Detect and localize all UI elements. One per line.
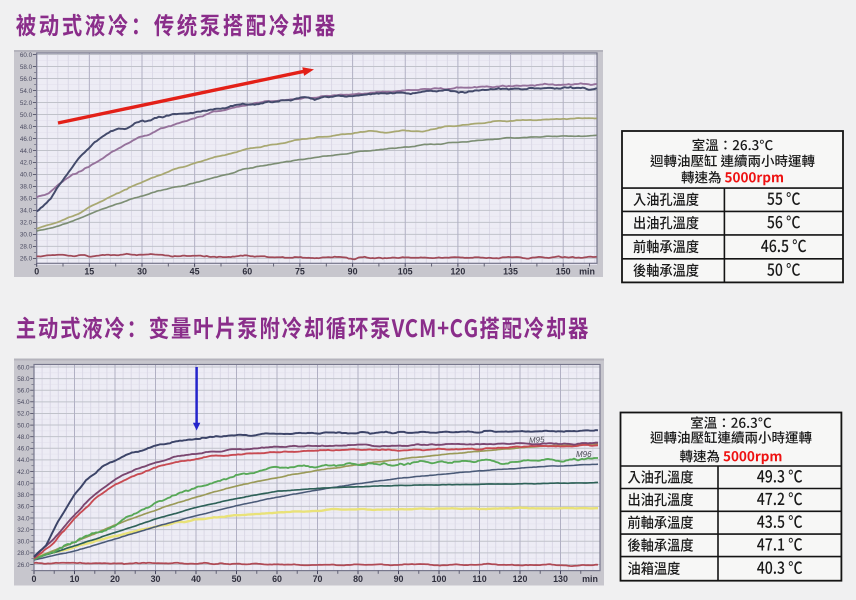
svg-text:min: min [582,574,598,584]
svg-text:30.0: 30.0 [17,539,30,546]
svg-text:60: 60 [242,267,252,277]
svg-text:100: 100 [432,574,447,584]
svg-text:70: 70 [313,574,323,584]
svg-text:56.0: 56.0 [17,388,30,395]
svg-text:54.0: 54.0 [17,399,30,406]
svg-text:130: 130 [553,574,568,584]
svg-text:58.0: 58.0 [17,376,30,383]
svg-text:120: 120 [450,267,465,277]
svg-text:10: 10 [70,574,80,584]
svg-text:M96: M96 [576,450,592,459]
svg-text:26.0: 26.0 [17,562,30,569]
svg-text:48.0: 48.0 [20,124,33,131]
svg-text:38.0: 38.0 [20,184,33,191]
svg-text:42.0: 42.0 [20,160,33,167]
svg-text:0: 0 [32,574,37,584]
svg-text:40.0: 40.0 [17,481,30,488]
svg-text:80: 80 [353,574,363,584]
svg-text:90: 90 [394,574,404,584]
svg-text:40: 40 [191,574,201,584]
svg-text:60.0: 60.0 [17,364,30,371]
svg-text:60: 60 [272,574,282,584]
svg-text:M95: M95 [529,435,546,445]
svg-text:20: 20 [110,574,120,584]
svg-text:44.0: 44.0 [17,457,30,464]
svg-text:36.0: 36.0 [20,196,33,203]
svg-text:0: 0 [34,267,39,277]
svg-text:30.0: 30.0 [20,232,33,239]
svg-text:46.0: 46.0 [17,446,30,453]
svg-text:15: 15 [84,267,94,277]
svg-text:90: 90 [348,267,358,277]
svg-text:28.0: 28.0 [20,244,33,251]
svg-text:40.0: 40.0 [20,172,33,179]
svg-text:32.0: 32.0 [20,220,33,227]
svg-text:54.0: 54.0 [20,88,33,95]
svg-text:52.0: 52.0 [20,100,33,107]
svg-text:45: 45 [190,267,200,277]
svg-text:50.0: 50.0 [17,422,30,429]
svg-text:110: 110 [472,574,486,584]
svg-text:105: 105 [398,267,413,277]
svg-text:26.0: 26.0 [20,256,33,263]
svg-text:28.0: 28.0 [17,550,30,557]
svg-text:min: min [579,267,595,277]
svg-text:150: 150 [556,267,571,277]
svg-text:30: 30 [151,574,161,584]
svg-text:58.0: 58.0 [20,64,33,71]
svg-text:32.0: 32.0 [17,527,30,534]
svg-text:75: 75 [295,267,305,277]
svg-text:120: 120 [513,574,528,584]
svg-text:56.0: 56.0 [20,76,33,83]
svg-text:34.0: 34.0 [20,208,33,215]
svg-text:34.0: 34.0 [17,515,30,522]
svg-text:52.0: 52.0 [17,411,30,418]
svg-text:44.0: 44.0 [20,148,33,155]
svg-text:50.0: 50.0 [20,112,33,119]
svg-text:60.0: 60.0 [20,52,33,59]
svg-text:30: 30 [137,267,147,277]
svg-text:36.0: 36.0 [17,504,30,511]
svg-text:135: 135 [503,267,518,277]
svg-text:42.0: 42.0 [17,469,30,476]
svg-text:46.0: 46.0 [20,136,33,143]
svg-text:50: 50 [232,574,242,584]
svg-text:38.0: 38.0 [17,492,30,499]
svg-text:48.0: 48.0 [17,434,30,441]
